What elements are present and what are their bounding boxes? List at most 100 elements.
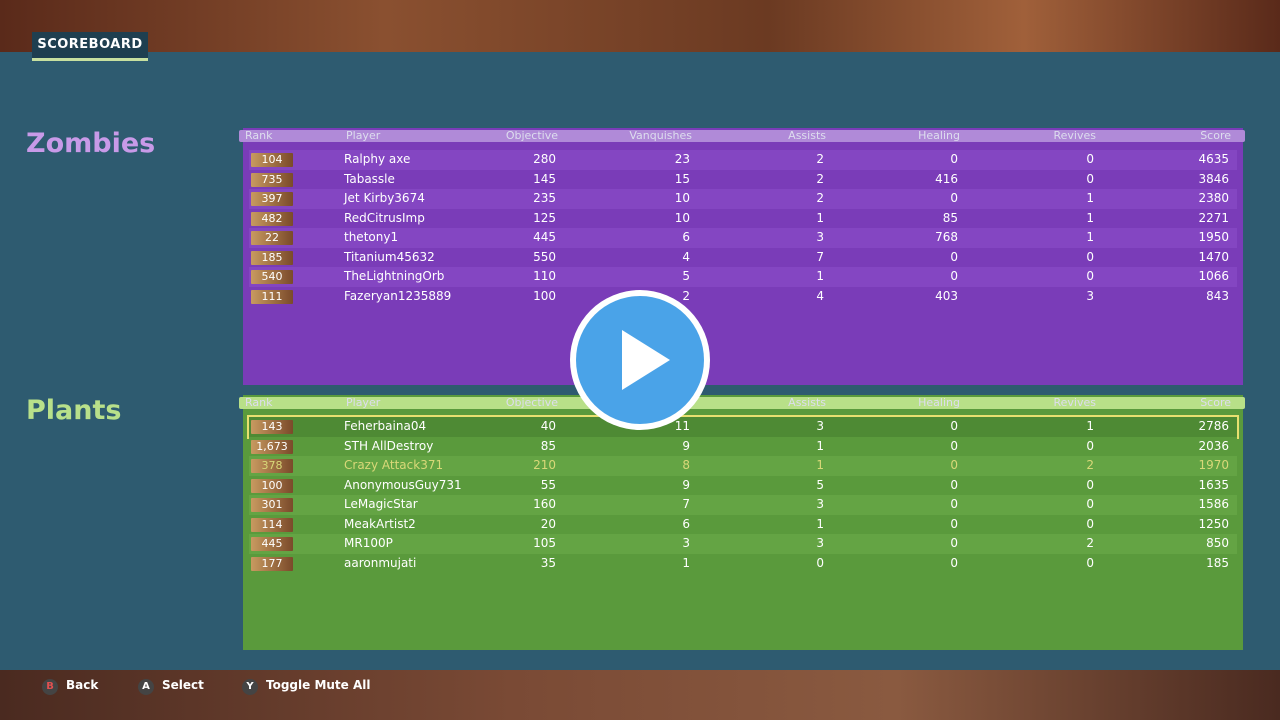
player-row[interactable]: 100 AnonymousGuy731 55 9 5 0 0 1635 (249, 475, 1237, 495)
player-name: thetony1 (344, 230, 399, 244)
stat-value: 0 (950, 458, 958, 472)
stat-value: 1 (816, 516, 824, 531)
stat-value: 145 (533, 171, 556, 186)
stat-value: 0 (1086, 152, 1094, 166)
player-name: Feherbaina04 (344, 419, 427, 433)
stat-value: 2 (1086, 536, 1094, 550)
stat-value: 445 (533, 230, 556, 244)
column-label: Player (346, 129, 381, 142)
column-label: Revives (1053, 396, 1097, 409)
team-panel: Rank Player Objective Vanquishes Assists Heal… (239, 128, 1245, 385)
title: SCOREBOARD (32, 32, 148, 61)
player-row[interactable]: 22 thetony1 445 6 3 768 1 1950 (249, 228, 1237, 248)
button-key: B (42, 679, 58, 695)
stat-value: 1635 (1198, 477, 1229, 492)
stat-value: 210 (533, 458, 556, 472)
player-row[interactable]: 177 aaronmujati 35 1 0 0 0 185 (249, 553, 1237, 573)
player-name: RedCitrusImp (344, 210, 425, 225)
stat-value: 1 (816, 458, 824, 472)
stat-value: 3 (816, 419, 824, 433)
action-label: Toggle Mute All (266, 678, 371, 692)
stat-value: 1 (1086, 230, 1094, 244)
footer-action[interactable]: Y Toggle Mute All (242, 678, 371, 695)
stat-value: 23 (674, 152, 690, 166)
stat-value: 3 (816, 230, 824, 244)
rank-badge: 111 (251, 289, 293, 304)
stat-value: 0 (1086, 249, 1094, 264)
rank-badge: 735 (251, 172, 293, 187)
stat-value: 55 (540, 477, 556, 492)
stat-value: 850 (1206, 536, 1229, 550)
stat-value: 550 (533, 249, 556, 264)
player-row[interactable]: 445 MR100P 105 3 3 0 2 850 (249, 534, 1237, 554)
stat-value: 3 (816, 497, 824, 511)
stat-value: 2 (816, 191, 824, 205)
stat-value: 2271 (1198, 210, 1229, 225)
stat-value: 416 (935, 171, 958, 186)
stat-value: 768 (935, 230, 958, 244)
rank-badge: 22 (251, 231, 293, 245)
rank-badge: 114 (251, 517, 293, 532)
stat-value: 1066 (1198, 269, 1229, 283)
stat-value: 7 (682, 497, 690, 511)
stat-value: 10 (674, 210, 690, 225)
player-name: STH AllDestroy (344, 438, 434, 453)
stat-value: 8 (682, 458, 690, 472)
player-name: MR100P (344, 536, 393, 550)
player-row[interactable]: 143 Feherbaina04 40 11 3 0 1 2786 (247, 415, 1239, 439)
stat-value: 20 (540, 516, 556, 531)
rank-badge: 445 (251, 537, 293, 551)
player-name: Tabassle (344, 171, 395, 186)
player-row[interactable]: 378 Crazy Attack371 210 8 1 0 2 1970 (249, 456, 1237, 476)
background-top (0, 0, 1280, 52)
column-header: RankPlayerObjectiveVanquishesAssistsHeal… (239, 396, 1245, 409)
player-row[interactable]: 397 Jet Kirby3674 235 10 2 0 1 2380 (249, 189, 1237, 209)
player-row[interactable]: 735 Tabassle 145 15 2 416 0 3846 (249, 169, 1237, 189)
player-row[interactable]: 540 TheLightningOrb 110 5 1 0 0 1066 (249, 267, 1237, 287)
footer-action[interactable]: B Back (42, 678, 98, 695)
stat-value: 843 (1206, 288, 1229, 303)
team-name: Plants (26, 395, 122, 426)
stat-value: 3846 (1198, 171, 1229, 186)
player-row[interactable]: 104 Ralphy axe 280 23 2 0 0 4635 (249, 150, 1237, 170)
stat-value: 11 (674, 419, 690, 433)
column-label: Score (1200, 129, 1231, 142)
stat-value: 6 (682, 516, 690, 531)
stat-value: 1 (682, 555, 690, 570)
stat-value: 0 (1086, 438, 1094, 453)
stat-value: 0 (950, 497, 958, 511)
rank-badge: 378 (251, 459, 293, 473)
stat-value: 2786 (1198, 419, 1229, 433)
player-row[interactable]: 111 Fazeryan1235889 100 2 4 403 3 843 (249, 286, 1237, 306)
column-label: Vanquishes (629, 129, 692, 142)
column-label: Healing (918, 396, 960, 409)
stat-value: 0 (1086, 516, 1094, 531)
player-row[interactable]: 114 MeakArtist2 20 6 1 0 0 1250 (249, 514, 1237, 534)
player-row[interactable]: 185 Titanium45632 550 4 7 0 0 1470 (249, 247, 1237, 267)
stat-value: 0 (950, 438, 958, 453)
stat-value: 2 (682, 288, 690, 303)
stat-value: 9 (682, 477, 690, 492)
stat-value: 0 (950, 536, 958, 550)
stat-value: 0 (1086, 555, 1094, 570)
player-name: TheLightningOrb (344, 269, 445, 283)
player-row[interactable]: 301 LeMagicStar 160 7 3 0 0 1586 (249, 495, 1237, 515)
stat-value: 1 (816, 438, 824, 453)
stat-value: 0 (950, 516, 958, 531)
stat-value: 2 (1086, 458, 1094, 472)
player-row[interactable]: 1,673 STH AllDestroy 85 9 1 0 0 2036 (249, 436, 1237, 456)
action-label: Select (162, 678, 204, 692)
stat-value: 85 (540, 438, 556, 453)
stat-value: 1 (1086, 419, 1094, 433)
play-button[interactable] (566, 286, 714, 434)
rank-badge: 143 (251, 420, 293, 434)
stat-value: 2380 (1198, 191, 1229, 205)
player-row[interactable]: 482 RedCitrusImp 125 10 1 85 1 2271 (249, 208, 1237, 228)
stat-value: 7 (816, 249, 824, 264)
stat-value: 6 (682, 230, 690, 244)
stat-value: 1 (1086, 191, 1094, 205)
stat-value: 4 (682, 249, 690, 264)
column-label: Assists (788, 129, 826, 142)
footer-action[interactable]: A Select (138, 678, 204, 695)
